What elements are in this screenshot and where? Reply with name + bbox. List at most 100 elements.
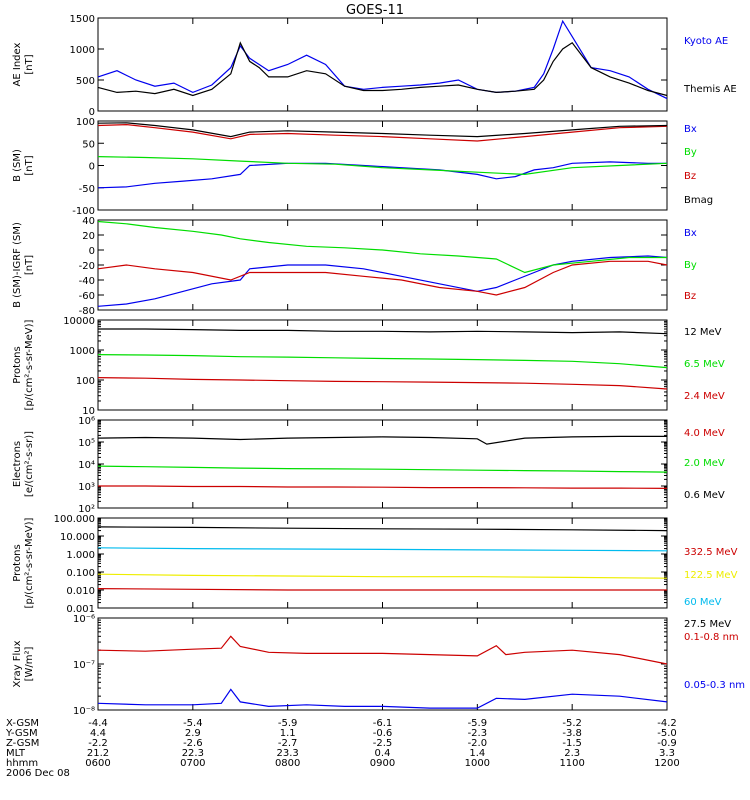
ephemeris-value: 2.9 — [185, 728, 201, 739]
ephemeris-date: 2006 Dec 08 — [6, 768, 70, 779]
legend-entry: 0.05-0.3 nm — [684, 680, 745, 691]
legend-entry: 2.0 MeV — [684, 458, 725, 469]
legend-entry: 4.0 MeV — [684, 428, 725, 439]
series-line-60-mev — [97, 547, 668, 552]
panel-6: 0.001 0.010 0.100 1.000 10.000 100.000 Protons… — [12, 514, 738, 630]
series-line-122-5-mev — [97, 573, 668, 579]
y-tick-label: 10⁴ — [78, 460, 95, 471]
series-line-bmag — [97, 122, 668, 138]
y-tick-label: -60 — [79, 291, 95, 302]
y-tick-label: 1000 — [70, 45, 95, 56]
legend-entry: Bx — [684, 228, 697, 239]
ephemeris-value: 22.3 — [182, 748, 204, 759]
legend-entry: Kyoto AE — [684, 36, 728, 47]
y-tick-label: 10⁻⁷ — [73, 660, 95, 671]
ephemeris-value: -6.1 — [373, 718, 393, 729]
y-axis-label: Xray Flux — [12, 640, 23, 687]
series-line-kyoto-ae — [97, 19, 668, 100]
ephemeris-value: -2.3 — [468, 728, 488, 739]
y-tick-label: 0.001 — [66, 604, 95, 615]
y-tick-label: -40 — [79, 276, 95, 287]
plot-title: GOES-11 — [346, 3, 404, 18]
y-tick-label: 10⁻⁶ — [73, 614, 95, 625]
ephemeris-value: 0900 — [370, 758, 395, 769]
ephemeris-value: -0.9 — [657, 738, 677, 749]
y-tick-label: 0 — [89, 107, 95, 118]
panel-1: 0 500 1000 1500 AE Index [nT] Kyoto AE Themis A… — [12, 14, 737, 118]
y-tick-label: -20 — [79, 261, 95, 272]
y-axis-label: Protons — [12, 544, 23, 581]
panel-frame — [97, 419, 668, 509]
y-axis-label: Protons — [12, 346, 23, 383]
y-tick-label: 10⁶ — [78, 416, 95, 427]
series-line-bx — [97, 255, 668, 307]
ephemeris-row-label: Y-GSM — [5, 728, 38, 739]
ephemeris-value: 0600 — [85, 758, 110, 769]
ephemeris-value: 21.2 — [87, 748, 109, 759]
ephemeris-value: 23.3 — [277, 748, 299, 759]
ephemeris-value: -4.4 — [88, 718, 108, 729]
legend-entry: Bx — [684, 124, 697, 135]
panel-7: 10⁻⁸ 10⁻⁷ 10⁻⁶ Xray Flux [W/m²] 0.1-0.8 nm 0.0… — [12, 614, 745, 717]
legend-entry: 122.5 MeV — [684, 570, 738, 581]
y-tick-label: 500 — [76, 76, 95, 87]
series-line-4-0-mev — [98, 485, 668, 489]
ephemeris-value: -2.6 — [183, 738, 203, 749]
ephemeris-value: -4.2 — [657, 718, 677, 729]
ephemeris-value: -2.5 — [373, 738, 393, 749]
y-tick-label: 20 — [82, 231, 95, 242]
y-tick-label: 100.000 — [54, 514, 95, 525]
ephemeris-value: 0800 — [275, 758, 300, 769]
series-line-27-5-mev — [97, 526, 668, 532]
y-axis-label: B (SM) — [12, 149, 23, 182]
y-axis-label: AE Index — [12, 42, 23, 86]
series-line-by — [97, 156, 668, 176]
y-tick-label: 10⁻⁸ — [73, 706, 95, 717]
y-tick-label: 50 — [82, 139, 95, 150]
ephemeris-row-label: hhmm — [6, 758, 38, 769]
legend-entry: Bmag — [684, 195, 713, 206]
legend-entry: 0.6 MeV — [684, 490, 725, 501]
panel-frame — [97, 120, 668, 211]
series-line-0-6-mev — [97, 435, 667, 445]
legend-entry: 6.5 MeV — [684, 359, 725, 370]
panel-frame — [97, 219, 668, 311]
ephemeris-row-label: MLT — [6, 748, 26, 759]
y-axis-unit: [nT] — [24, 255, 35, 275]
y-axis-unit: [p/(cm²-s-sr-MeV)] — [24, 517, 35, 608]
y-tick-label: 10000 — [63, 316, 95, 327]
series-line-12-mev — [98, 328, 668, 335]
y-tick-label: 1000 — [70, 346, 95, 357]
panel-4: 10 100 1000 10000 Protons [p/(cm²-s-sr-MeV)] 1… — [12, 316, 725, 417]
legend-entry: Bz — [684, 291, 696, 302]
ephemeris-value: -5.2 — [562, 718, 582, 729]
legend-entry: 332.5 MeV — [684, 547, 738, 558]
series-line-0-1-0-8-nm — [97, 635, 668, 665]
y-tick-label: 40 — [82, 216, 95, 227]
ephemeris-row-label: Z-GSM — [6, 738, 39, 749]
ephemeris-value: 4.4 — [90, 728, 106, 739]
panel-frame — [97, 517, 668, 609]
series-line-2-0-mev — [97, 465, 668, 473]
y-tick-label: 0.010 — [66, 586, 95, 597]
y-axis-unit: [e/(cm²-s-sr)] — [24, 431, 35, 497]
y-tick-label: 10⁵ — [78, 438, 95, 449]
series-line-6-5-mev — [97, 354, 668, 369]
panel-frame — [97, 319, 668, 411]
series-line-0-05-0-3-nm — [97, 688, 668, 709]
y-axis-unit: [nT] — [24, 54, 35, 74]
ephemeris-value: -0.6 — [373, 728, 393, 739]
legend-entry: 0.1-0.8 nm — [684, 632, 739, 643]
ephemeris-value: -2.0 — [468, 738, 488, 749]
y-axis-unit: [nT] — [24, 155, 35, 175]
panel-2: -100 -50 0 50 100 B (SM) [nT] Bx By Bz Bmag — [12, 117, 713, 217]
y-tick-label: 10³ — [78, 482, 95, 493]
ephemeris-value: -2.7 — [278, 738, 298, 749]
y-tick-label: 0.100 — [66, 568, 95, 579]
legend-entry: By — [684, 260, 697, 271]
y-tick-label: 10.000 — [60, 532, 95, 543]
series-line-332-5-mev — [97, 587, 667, 591]
y-tick-label: 0 — [89, 246, 95, 257]
y-tick-label: 10² — [78, 504, 95, 515]
